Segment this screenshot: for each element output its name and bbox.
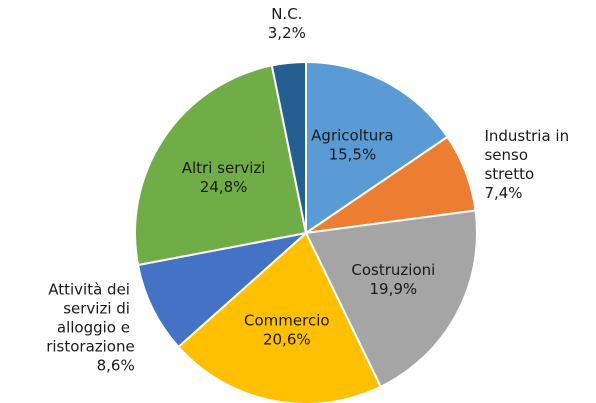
value-label: 8,6% (97, 356, 135, 374)
slice-label: Altri servizi (182, 159, 266, 177)
label-line: Industria in (484, 127, 573, 145)
pie-slice (134, 64, 308, 267)
label-line: ristorazione (46, 337, 135, 355)
value-label: 7,4% (484, 184, 522, 202)
value-label: 3,2% (268, 24, 306, 42)
slice-label: Industria in senso stretto (484, 127, 573, 183)
slice-label: Attività dei servizi di alloggio e risto… (46, 280, 135, 355)
value-label: 15,5% (329, 146, 377, 164)
slice-label: Commercio (244, 312, 330, 330)
pie-slice (177, 231, 383, 403)
pie-slice (304, 209, 478, 389)
label-line: stretto (484, 165, 534, 183)
slice-label: Agricoltura (311, 127, 393, 145)
label-line: Attività dei (48, 280, 135, 298)
label-line: senso (484, 146, 532, 164)
slice-label: N.C. (271, 5, 302, 23)
label-line: Altri servizi (182, 159, 266, 177)
value-label: 20,6% (263, 331, 311, 349)
label-line: servizi di (63, 299, 135, 317)
label-line: Costruzioni (351, 261, 435, 279)
value-label: 24,8% (200, 178, 248, 196)
label-line: Agricoltura (311, 127, 393, 145)
pie-slice (136, 231, 310, 349)
label-line: alloggio e (57, 318, 135, 336)
label-line: Commercio (244, 312, 330, 330)
value-label: 19,9% (370, 280, 418, 298)
slice-label: Costruzioni (351, 261, 435, 279)
pie-slice (305, 60, 449, 235)
label-line: N.C. (271, 5, 302, 23)
pie-slice (270, 60, 307, 234)
